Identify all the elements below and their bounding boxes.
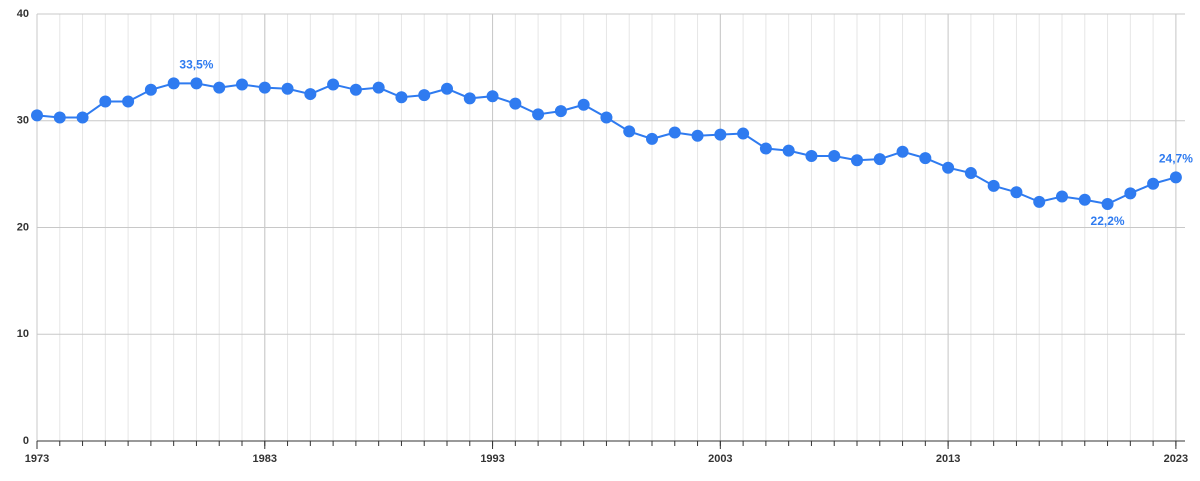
point <box>554 105 567 118</box>
x-tick-label: 2013 <box>936 453 960 465</box>
y-tick-label: 0 <box>23 435 29 447</box>
point <box>623 125 636 138</box>
point <box>1169 171 1182 184</box>
x-tick-label: 1993 <box>480 453 504 465</box>
point <box>1147 177 1160 190</box>
point <box>31 109 43 122</box>
point <box>691 129 704 142</box>
point <box>873 153 886 166</box>
value-label: 24,7% <box>1159 151 1193 165</box>
point <box>942 161 955 174</box>
point <box>236 78 248 91</box>
point <box>532 108 545 121</box>
point <box>919 152 932 165</box>
point <box>987 179 1000 192</box>
point <box>213 81 226 94</box>
point <box>668 126 681 139</box>
point <box>76 111 89 124</box>
point <box>418 89 431 102</box>
point <box>1124 187 1137 200</box>
point <box>441 82 453 95</box>
point <box>828 149 841 162</box>
point <box>372 81 385 94</box>
x-tick-label: 2023 <box>1164 453 1188 465</box>
point <box>646 132 658 145</box>
point <box>1056 190 1068 203</box>
point <box>759 142 772 155</box>
point <box>122 95 135 108</box>
point <box>327 78 340 91</box>
point <box>577 98 590 111</box>
point <box>486 90 499 103</box>
value-label: 22,2% <box>1091 214 1125 228</box>
point <box>349 83 362 96</box>
x-tick-label: 1983 <box>253 453 277 465</box>
point <box>395 91 408 104</box>
x-tick-label: 1973 <box>25 453 49 465</box>
point <box>896 145 909 158</box>
point <box>53 111 66 124</box>
point <box>737 127 750 140</box>
point <box>851 154 863 167</box>
point <box>1033 195 1046 208</box>
point <box>144 83 157 96</box>
x-tick-label: 2003 <box>708 453 732 465</box>
y-tick-label: 20 <box>17 221 29 233</box>
point <box>1078 193 1091 206</box>
point <box>258 81 271 94</box>
point <box>304 88 317 101</box>
point <box>190 77 203 90</box>
y-tick-label: 40 <box>17 8 29 20</box>
point <box>600 111 613 124</box>
point <box>782 144 795 157</box>
y-tick-label: 30 <box>17 115 29 127</box>
y-tick-label: 10 <box>17 328 29 340</box>
point <box>509 97 522 110</box>
point <box>167 77 180 90</box>
point <box>714 128 727 141</box>
point <box>1010 186 1023 199</box>
point <box>964 167 977 180</box>
point <box>99 95 112 108</box>
value-label: 33,5% <box>179 58 213 72</box>
point <box>463 92 476 105</box>
point <box>281 82 294 95</box>
point <box>1101 198 1114 211</box>
point <box>805 149 818 162</box>
